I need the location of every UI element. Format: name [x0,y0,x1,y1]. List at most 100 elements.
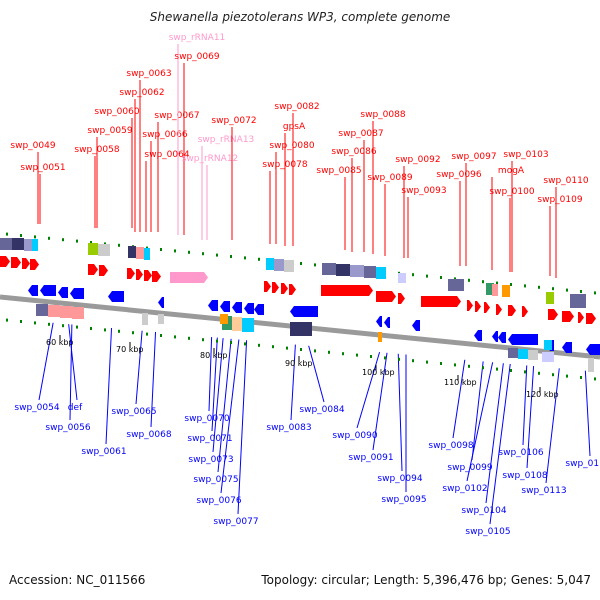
track-tick-mark [6,318,8,322]
reverse-gene-label: swp_0077 [213,517,258,527]
cog-category-box [24,239,32,251]
reverse-gene-label: swp_0083 [266,423,311,433]
track-tick-mark [398,357,400,361]
reverse-gene-label: swp_0094 [377,474,422,484]
forward-gene-label: swp_0109 [537,195,582,205]
forward-gene-arrow [281,283,288,294]
reverse-gene-arrow [586,344,600,355]
reverse-gene-leader-line [135,319,144,405]
ruler-tick-label: 70 kbp [116,345,144,354]
reverse-gene-arrow [108,291,124,302]
track-tick-mark [76,239,78,243]
forward-gene-label: swp_0093 [401,186,446,196]
reverse-gene-arrow [376,316,382,327]
forward-gene-label: swp_0060 [94,107,139,117]
forward-gene-label: swp_0051 [20,163,65,173]
cog-category-box [486,283,494,295]
reverse-gene-leader-line [69,317,73,421]
track-tick-mark [132,331,134,335]
track-tick-mark [62,238,64,242]
cog-category-box [376,267,386,279]
reverse-gene-arrow [384,317,390,328]
track-tick-mark [342,352,344,356]
cog-category-box [364,266,376,278]
track-tick-mark [538,371,540,375]
forward-gene-label: swp_0066 [142,130,187,140]
forward-gene-label: swp_0067 [154,111,199,121]
genome-summary-text: Topology: circular; Length: 5,396,476 bp… [261,573,591,587]
cog-category-box [570,294,586,308]
reverse-gene-leader-line [522,359,528,446]
track-tick-mark [468,278,470,282]
reverse-gene-label: swp_0117 [565,459,600,469]
reverse-gene-label: swp_0073 [188,455,233,465]
reverse-gene-leader-line [305,335,325,403]
ruler-tick-label: 90 kbp [285,359,313,368]
reverse-gene-arrow [232,302,242,313]
forward-gene-arrow [586,313,596,324]
forward-gene-arrow [11,257,21,268]
track-tick-mark [244,342,246,346]
reverse-gene-label: swp_0090 [332,431,377,441]
reverse-gene-leader-line [485,357,505,504]
reverse-gene-leader-line [471,353,485,461]
forward-gene-arrow [522,306,528,317]
reverse-gene-arrow [492,331,498,342]
reverse-gene-label: swp_0054 [14,403,59,413]
track-tick-mark [482,366,484,370]
track-tick-mark [286,346,288,350]
reverse-gene-label: swp_0102 [442,484,487,494]
track-tick-mark [426,274,428,278]
cog-category-box [546,292,554,304]
reverse-gene-label: swp_0108 [502,471,547,481]
cog-category-box [336,264,350,276]
ruler-tick-label: 100 kbp [362,368,395,377]
cog-category-box [378,332,382,342]
reverse-gene-arrow [412,320,420,331]
cog-category-box [36,304,48,316]
cog-category-box [242,318,254,332]
forward-gene-label: swp_0103 [503,150,548,160]
track-tick-mark [34,235,36,239]
track-tick-mark [412,273,414,277]
reverse-gene-arrow [158,297,164,308]
reverse-gene-leader-line [290,333,297,421]
track-tick-mark [258,343,260,347]
reverse-gene-arrow [220,301,230,312]
reverse-gene-leader-line [105,317,113,445]
forward-gene-label: swp_0096 [436,170,481,180]
track-tick-mark [20,234,22,237]
track-tick-mark [440,276,442,279]
reverse-gene-label: swp_0084 [299,405,344,415]
reverse-gene-leader-line [372,345,389,451]
ruler-tick-label: 60 kbp [46,338,74,347]
reverse-gene-arrow [28,285,38,296]
forward-gene-arrow [170,272,208,283]
track-tick-mark [454,277,456,281]
ruler-tick-label: 120 kbp [526,390,559,399]
forward-gene-label: swp_0049 [10,141,55,151]
cog-category-box [32,239,38,251]
forward-gene-arrow [152,271,161,282]
track-tick-mark [118,243,120,247]
reverse-gene-leader-line [217,329,233,473]
reverse-gene-arrow [498,332,506,343]
forward-gene-label: swp_0069 [174,52,219,62]
cog-category-box [542,352,554,362]
forward-gene-label: swp_0062 [119,88,164,98]
forward-gene-label: swp_0085 [316,166,361,176]
forward-gene-arrow [0,256,10,267]
cog-category-box [48,305,60,317]
track-tick-mark [202,338,204,342]
cog-category-box [98,244,110,256]
forward-gene-label: swp_0080 [269,141,314,151]
track-tick-mark [454,363,456,367]
track-tick-mark [594,377,596,381]
reverse-gene-label: swp_0105 [465,527,510,537]
forward-gene-arrow [548,309,558,320]
track-tick-mark [62,324,64,328]
track-tick-mark [328,350,330,354]
cog-category-box [266,258,274,270]
reverse-gene-arrow [562,342,572,353]
